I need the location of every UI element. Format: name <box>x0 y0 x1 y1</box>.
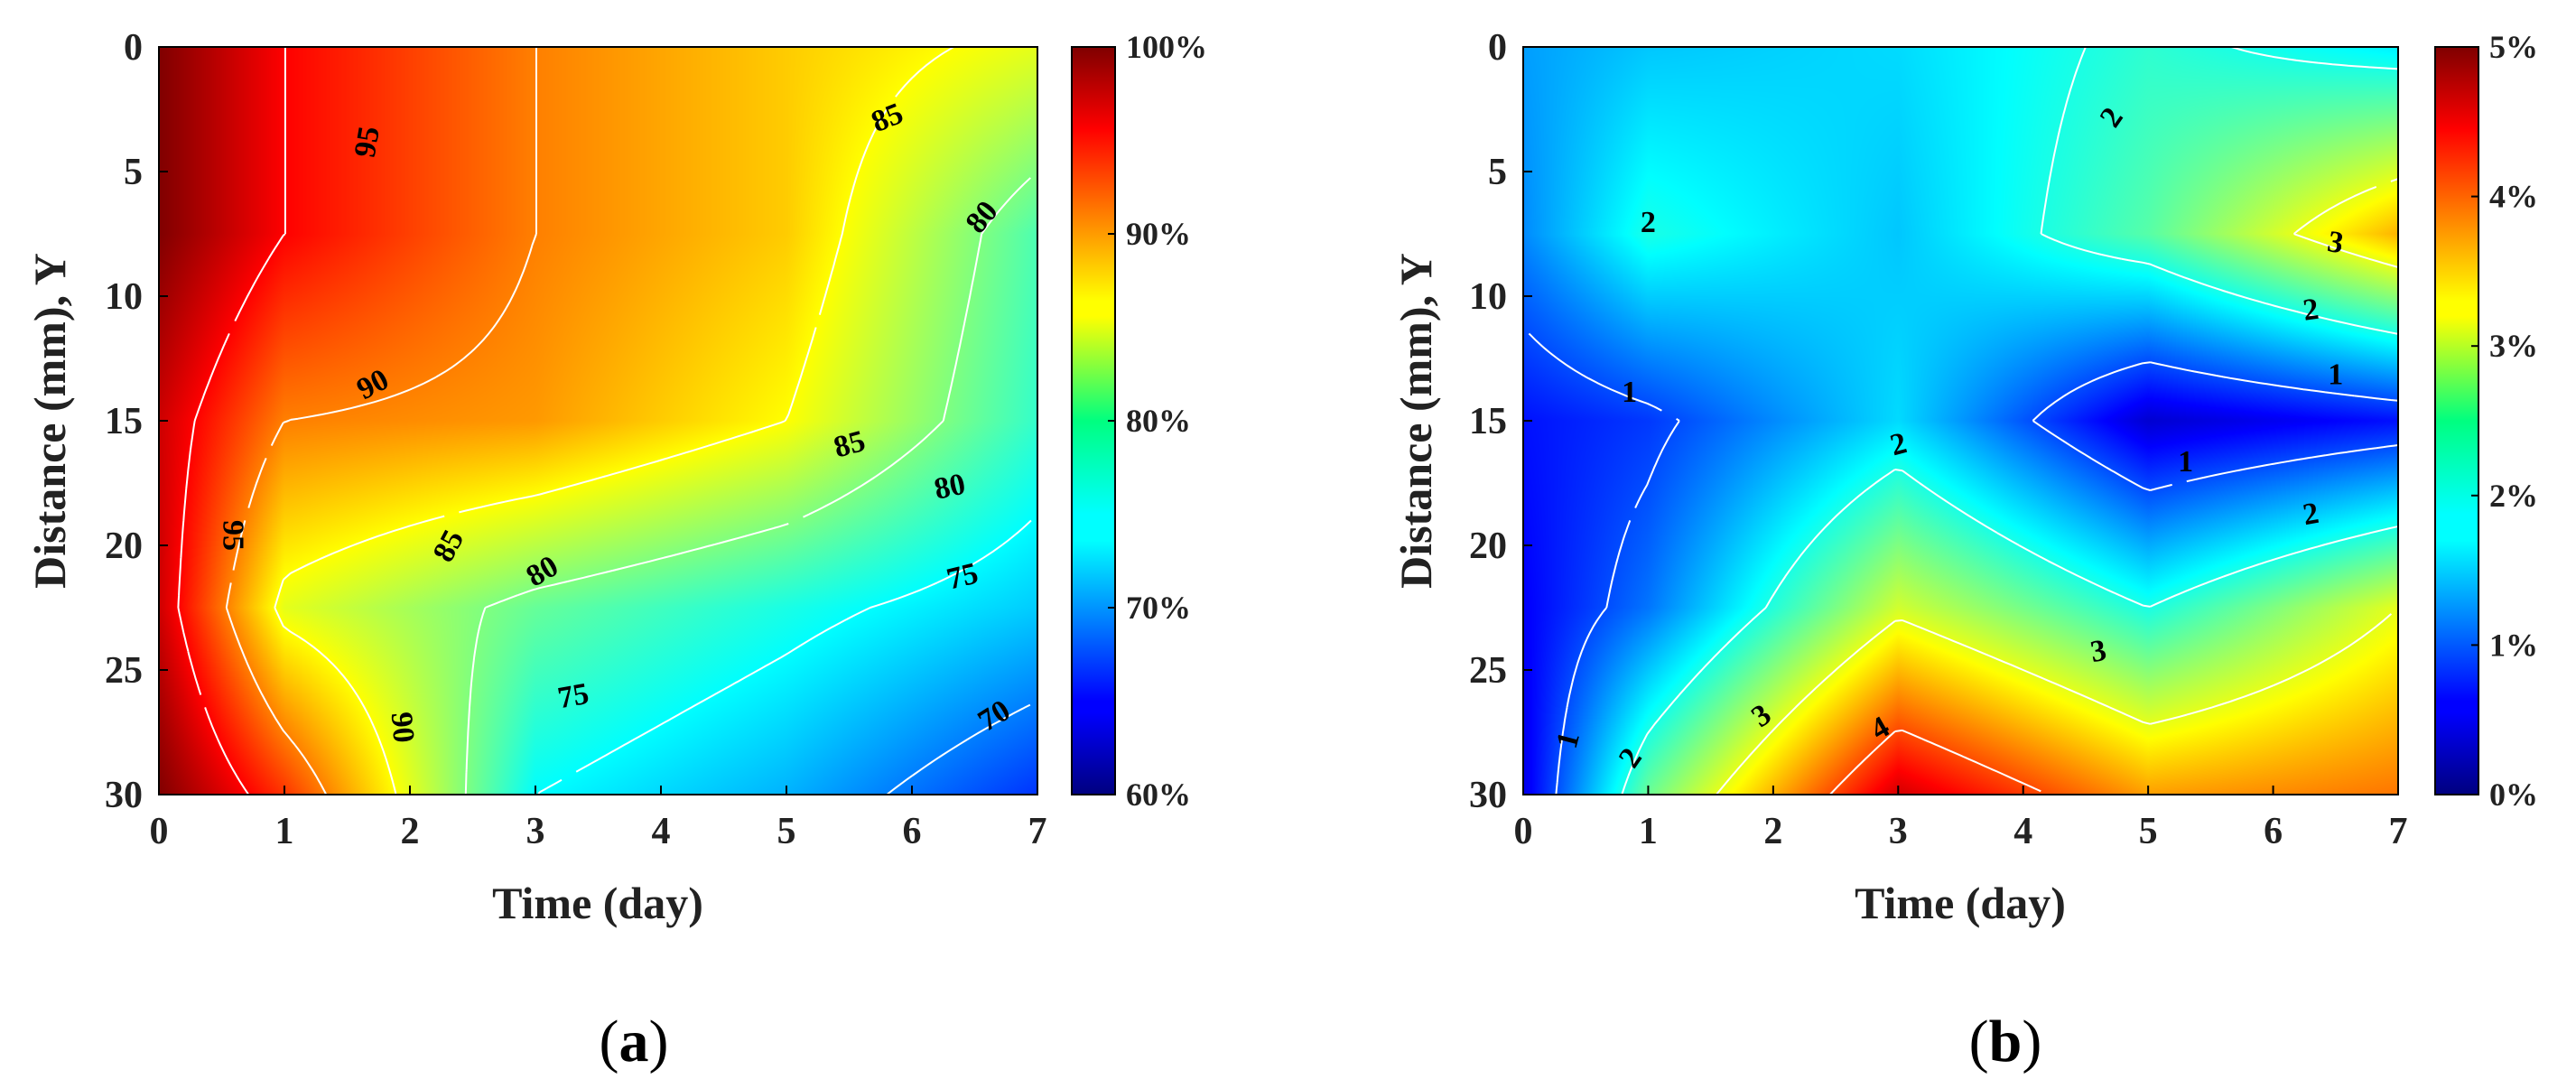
y-tick-label: 30 <box>1469 775 1507 816</box>
contour-label: 2 <box>2301 293 2320 328</box>
colorbar-tick-label: 0% <box>2489 777 2538 813</box>
x-tick-label: 5 <box>2139 811 2158 852</box>
x-axis-label-a: Time (day) <box>492 878 703 928</box>
x-tick-label: 3 <box>526 811 545 852</box>
x-tick-label: 7 <box>2389 811 2408 852</box>
axis-ticks-a: 0 1 2 3 4 5 6 7 0 5 10 15 20 25 30 <box>105 27 1047 852</box>
contour-line-2 <box>1621 46 2399 795</box>
colorbar-tick-label: 2% <box>2489 478 2538 514</box>
contour-label: 1 <box>1622 376 1637 409</box>
x-tick-label: 0 <box>1514 811 1533 852</box>
y-tick-label: 5 <box>1488 152 1507 193</box>
contour-line-90 <box>225 47 537 795</box>
contour-line-95 <box>177 47 286 795</box>
colorbar-tick-label: 80% <box>1126 403 1191 439</box>
colorbar-tick-label: 1% <box>2489 627 2538 663</box>
contour-line-1 <box>1528 332 2399 795</box>
colorbar-tick-label: 5% <box>2489 29 2538 65</box>
contour-label: 80 <box>932 468 969 507</box>
y-tick-label: 20 <box>105 526 143 567</box>
y-tick-label: 30 <box>105 775 143 816</box>
y-tick-label: 15 <box>1469 401 1507 442</box>
x-tick-label: 6 <box>903 811 922 852</box>
contour-line-85 <box>274 46 954 795</box>
y-axis-label-b: Distance (mm), Y <box>1390 253 1441 589</box>
y-tick-label: 15 <box>105 401 143 442</box>
heatmap-a <box>159 47 1037 795</box>
heatmap-b <box>1523 47 2398 795</box>
x-tick-label: 0 <box>150 811 169 852</box>
contour-line-3 <box>1716 178 2399 795</box>
colorbar-tick-label: 60% <box>1126 777 1191 813</box>
colorbar-tick-label: 4% <box>2489 179 2538 215</box>
contour-line-70 <box>886 703 1031 795</box>
contour-label: 3 <box>2325 225 2346 260</box>
contour-line-75 <box>537 519 1032 795</box>
x-tick-label: 1 <box>275 811 294 852</box>
x-tick-label: 1 <box>1639 811 1658 852</box>
contour-label: 3 <box>2088 634 2108 669</box>
x-tick-label: 7 <box>1028 811 1047 852</box>
colorbar-ticks-a: 100% 90% 80% 70% 60% <box>1108 29 1207 813</box>
x-tick-label: 3 <box>1889 811 1908 852</box>
panel-label-a: (a) <box>600 1009 669 1074</box>
colorbar-b <box>2434 46 2479 795</box>
y-tick-label: 0 <box>124 27 143 69</box>
colorbar-tick-label: 90% <box>1126 216 1191 252</box>
x-tick-label: 6 <box>2264 811 2283 852</box>
contour-line-80 <box>464 177 1032 795</box>
y-tick-label: 5 <box>124 152 143 193</box>
contour-label: 1 <box>2178 445 2193 479</box>
y-tick-label: 10 <box>1469 276 1507 318</box>
colorbar-tick-label: 70% <box>1126 590 1191 626</box>
y-tick-label: 25 <box>1469 650 1507 692</box>
x-tick-label: 4 <box>2013 811 2032 852</box>
x-tick-label: 4 <box>652 811 671 852</box>
x-tick-label: 2 <box>1763 811 1782 852</box>
contour-label: 2 <box>1641 206 1656 239</box>
x-tick-label: 5 <box>777 811 796 852</box>
contour-label: 95 <box>349 124 386 160</box>
contour-label: 95 <box>216 520 249 551</box>
panel-label-b: (b) <box>1969 1009 2042 1074</box>
contour-line-4 <box>1829 729 2041 795</box>
y-tick-label: 20 <box>1469 526 1507 567</box>
contour-label: 90 <box>385 711 421 744</box>
contour-label: 1 <box>2328 358 2343 392</box>
contour-label: 75 <box>555 677 591 715</box>
y-tick-label: 25 <box>105 650 143 692</box>
contour-label: 2 <box>2301 497 2321 532</box>
colorbar-ticks-b: 5% 4% 3% 2% 1% 0% <box>2471 29 2538 813</box>
x-tick-label: 2 <box>401 811 420 852</box>
y-axis-label-a: Distance (mm), Y <box>24 253 75 589</box>
y-tick-label: 0 <box>1488 27 1507 69</box>
colorbar-tick-label: 100% <box>1126 29 1207 65</box>
colorbar-tick-label: 3% <box>2489 328 2538 364</box>
x-axis-label-b: Time (day) <box>1855 878 2066 928</box>
y-tick-label: 10 <box>105 276 143 318</box>
